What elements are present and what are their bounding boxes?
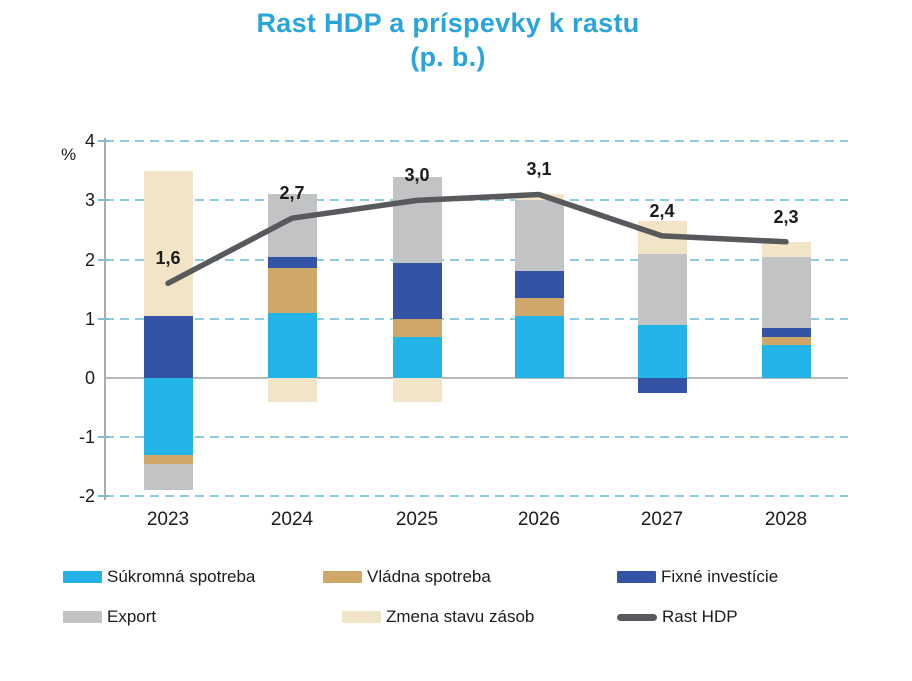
legend-color-swatch <box>323 571 362 583</box>
dashed-gridline <box>105 258 848 261</box>
line-value-label-2026: 3,1 <box>526 159 552 180</box>
bar-segment-2025-export <box>392 176 442 263</box>
bar-segment-2028-sukromna-spotreba <box>761 345 811 378</box>
legend-label: Zmena stavu zásob <box>386 607 535 626</box>
bar-segment-2025-fixne-investicie <box>392 262 442 319</box>
legend-label: Export <box>107 607 157 626</box>
bar-segment-2028-zmena-stavu-zasob <box>761 241 811 257</box>
legend-label: Súkromná spotreba <box>107 567 256 586</box>
y-tick-label: 1 <box>84 308 95 329</box>
legend-color-swatch <box>63 571 102 583</box>
zero-baseline <box>105 377 848 379</box>
legend-item-fixne-investicie: Fixné investície <box>617 565 778 589</box>
line-value-label-2024: 2,7 <box>279 183 305 204</box>
bar-segment-2027-fixne-investicie <box>637 378 687 393</box>
legend-label: Rast HDP <box>662 607 738 626</box>
bar-segment-2023-vladna-spotreba <box>143 454 193 464</box>
y-axis-tick <box>98 495 109 498</box>
bar-segment-2026-fixne-investicie <box>514 271 564 299</box>
dashed-gridline <box>105 436 848 439</box>
bar-segment-2025-sukromna-spotreba <box>392 336 442 378</box>
x-axis-label-2026: 2026 <box>517 509 561 530</box>
chart-title-line2: (p. b.) <box>410 42 486 72</box>
bar-segment-2026-export <box>514 200 564 272</box>
y-axis-tick <box>98 258 109 261</box>
dashed-gridline <box>105 495 848 498</box>
y-tick-label: 3 <box>84 190 95 211</box>
line-value-label-2028: 2,3 <box>773 206 799 227</box>
y-axis-unit-label: % <box>61 145 77 164</box>
bar-segment-2023-export <box>143 463 193 491</box>
x-axis-label-2024: 2024 <box>270 509 314 530</box>
bar-segment-2027-sukromna-spotreba <box>637 324 687 378</box>
y-axis-tick <box>98 140 109 143</box>
chart-title: Rast HDP a príspevky k rastu (p. b.) <box>0 6 896 74</box>
dashed-gridline <box>105 140 848 143</box>
bar-segment-2024-vladna-spotreba <box>267 268 317 313</box>
bar-segment-2024-sukromna-spotreba <box>267 312 317 378</box>
bar-segment-2026-zmena-stavu-zasob <box>514 194 564 201</box>
y-tick-label: -2 <box>78 486 95 507</box>
legend-item-sukromna-spotreba: Súkromná spotreba <box>63 565 255 589</box>
legend-color-swatch <box>342 611 381 623</box>
dashed-gridline <box>105 199 848 202</box>
x-axis-label-2027: 2027 <box>640 509 684 530</box>
x-axis-label-2025: 2025 <box>395 509 439 530</box>
y-tick-label: 0 <box>84 368 95 388</box>
bar-segment-2025-zmena-stavu-zasob <box>392 378 442 402</box>
y-axis-tick <box>98 199 109 202</box>
bar-segment-2025-vladna-spotreba <box>392 318 442 337</box>
legend-item-zmena-stavu-zasob: Zmena stavu zásob <box>342 605 534 629</box>
legend-color-swatch <box>63 611 102 623</box>
chart-title-line1: Rast HDP a príspevky k rastu <box>256 8 640 38</box>
bar-segment-2024-fixne-investicie <box>267 256 317 269</box>
bar-segment-2028-fixne-investicie <box>761 327 811 337</box>
y-tick-label: -1 <box>78 427 95 448</box>
y-tick-label: 2 <box>84 249 95 270</box>
legend-color-swatch <box>617 571 656 583</box>
bar-segment-2023-sukromna-spotreba <box>143 378 193 455</box>
y-tick-label: 4 <box>84 131 95 152</box>
y-axis-tick <box>98 436 109 439</box>
bar-segment-2026-sukromna-spotreba <box>514 315 564 378</box>
bar-segment-2027-export <box>637 253 687 325</box>
bar-segment-2028-export <box>761 256 811 328</box>
line-value-label-2025: 3,0 <box>404 165 430 186</box>
bar-segment-2026-vladna-spotreba <box>514 298 564 316</box>
legend-item-rast-hdp: Rast HDP <box>617 605 738 629</box>
legend-item-export: Export <box>63 605 156 629</box>
line-value-label-2027: 2,4 <box>649 200 675 221</box>
bar-segment-2023-zmena-stavu-zasob <box>143 170 193 316</box>
x-axis-label-2028: 2028 <box>764 509 808 530</box>
legend-line-swatch <box>617 613 657 621</box>
bar-segment-2028-vladna-spotreba <box>761 336 811 346</box>
legend-label: Vládna spotreba <box>367 567 491 586</box>
bar-segment-2024-zmena-stavu-zasob <box>267 378 317 402</box>
y-axis-tick <box>98 317 109 320</box>
legend-item-vladna-spotreba: Vládna spotreba <box>323 565 491 589</box>
line-value-label-2023: 1,6 <box>155 248 181 269</box>
bar-segment-2023-fixne-investicie <box>143 315 193 378</box>
legend-label: Fixné investície <box>661 567 779 586</box>
x-axis-label-2023: 2023 <box>146 509 190 530</box>
dashed-gridline <box>105 317 848 320</box>
